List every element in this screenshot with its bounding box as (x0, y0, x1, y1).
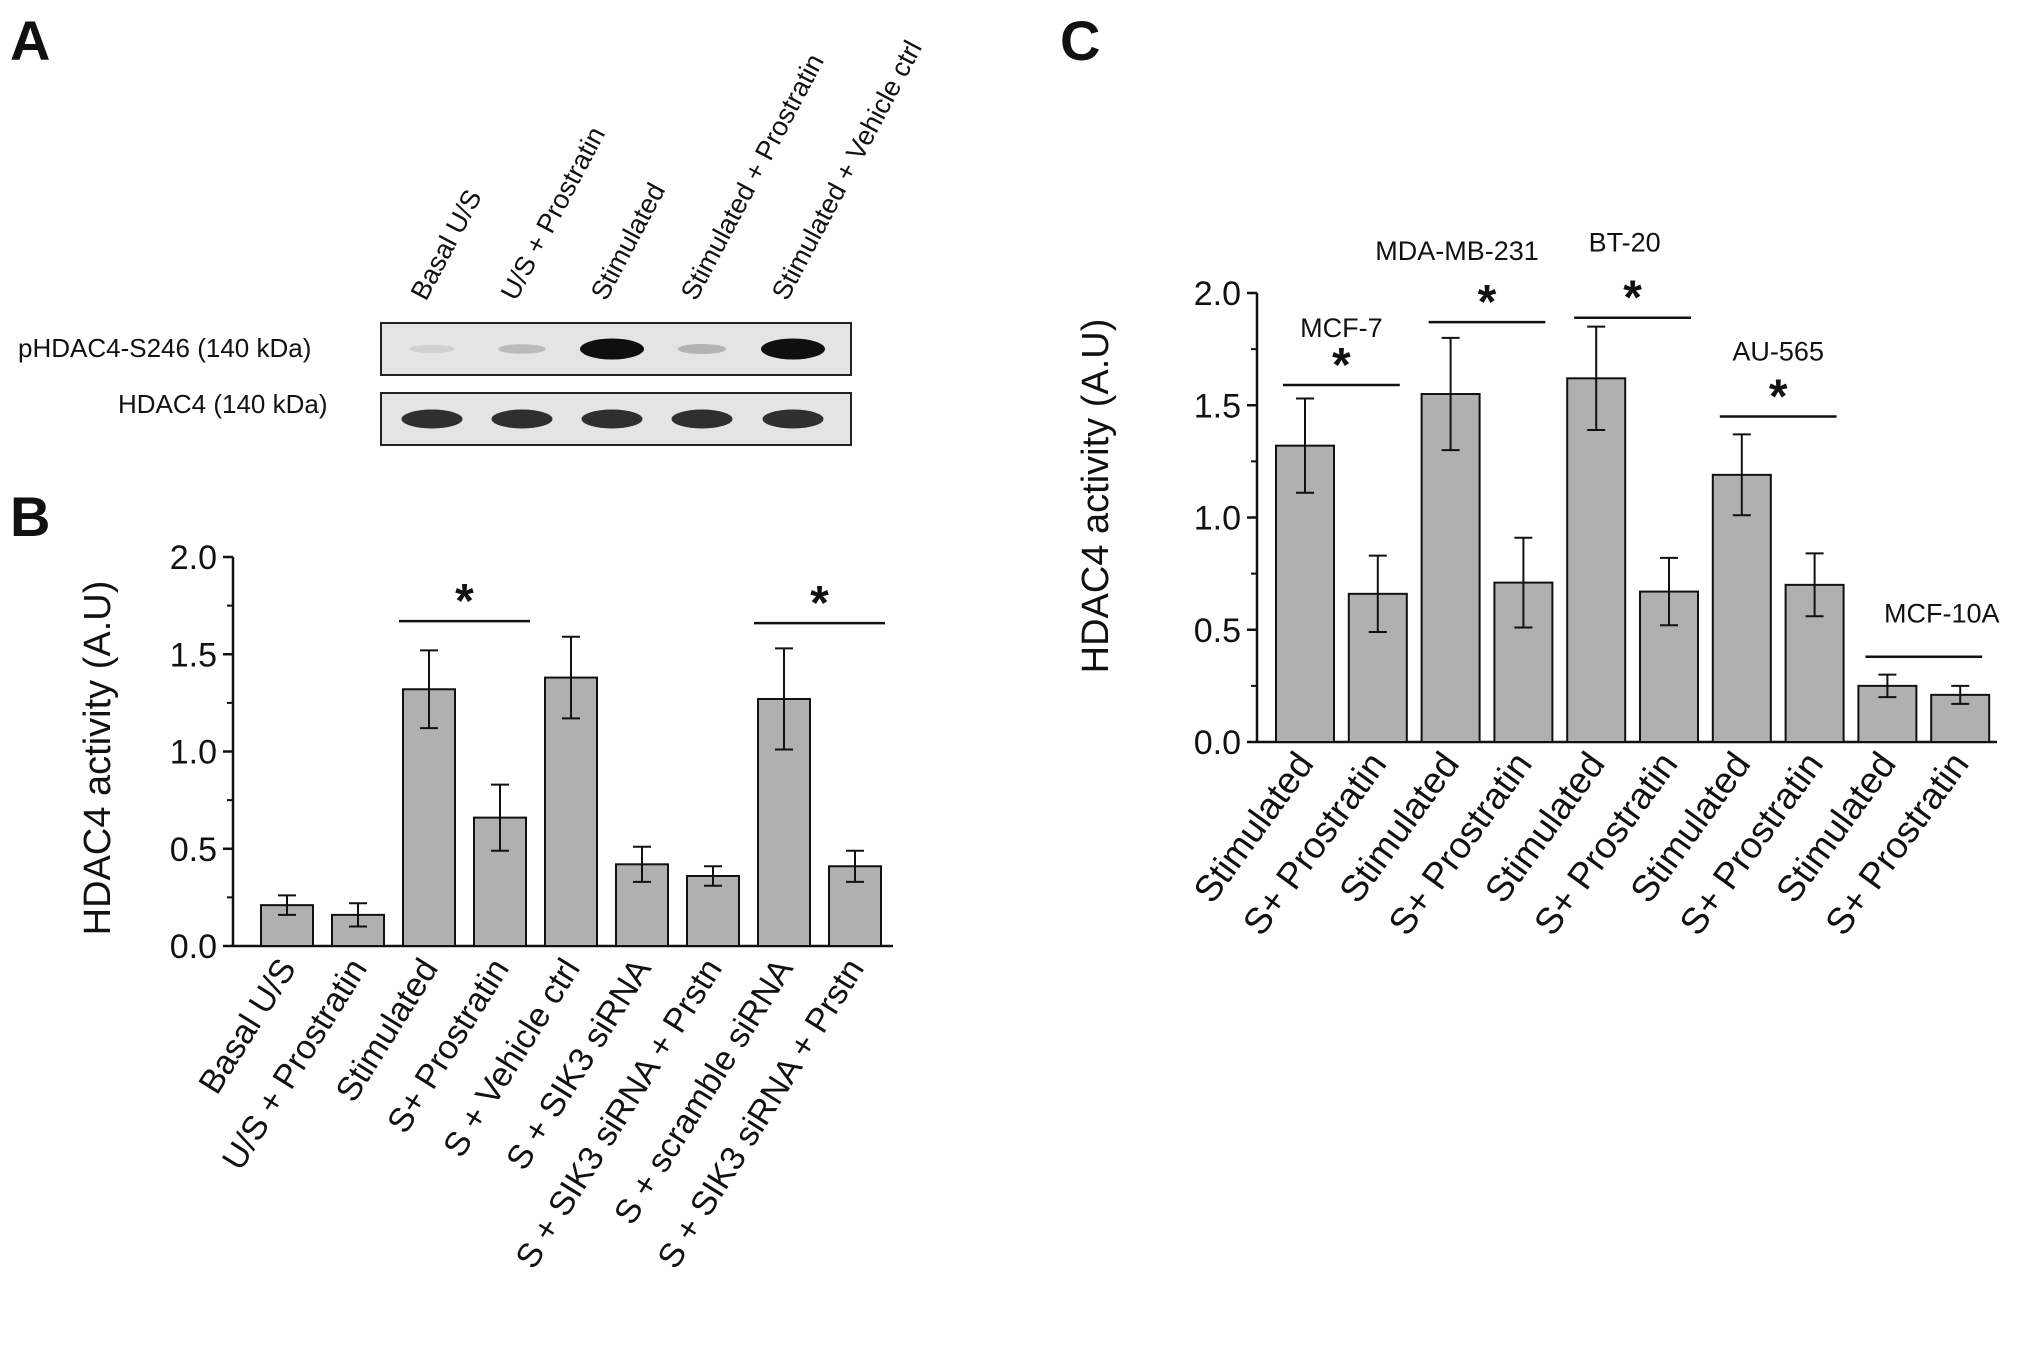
significance-star: * (1332, 339, 1351, 392)
significance-star: * (1478, 276, 1497, 329)
bar (1566, 377, 1627, 743)
y-tick-label: 1.0 (170, 734, 217, 772)
panel-letter-a: A (10, 9, 50, 72)
significance-star: * (455, 575, 474, 628)
bar (1420, 393, 1481, 743)
bar (402, 688, 456, 947)
blot-band (580, 338, 644, 360)
cell-line-label: MCF-10A (1884, 599, 2000, 629)
y-tick-label: 0.5 (170, 831, 217, 869)
blot-band (401, 409, 463, 429)
blot-band (491, 409, 553, 429)
y-tick-label: 0.0 (170, 928, 217, 966)
panel-letter-b: B (10, 485, 50, 548)
y-axis-title-b: HDAC4 activity (A.U) (77, 581, 119, 936)
cell-line-label: BT-20 (1589, 228, 1661, 258)
blot-band (498, 344, 546, 354)
chart-panel-b: HDAC4 activity (A.U) 0.00.51.01.52.0Basa… (77, 539, 893, 1275)
bar (1711, 473, 1772, 743)
blot-label-phdac4: pHDAC4-S246 (140 kDa) (18, 333, 311, 363)
significance-star: * (1623, 272, 1642, 325)
y-tick-label: 0.5 (1194, 612, 1241, 650)
significance-star: * (810, 577, 829, 630)
y-tick-label: 2.0 (170, 539, 217, 577)
blot-label-hdac4: HDAC4 (140 kDa) (118, 389, 328, 419)
lane-label: Stimulated (585, 178, 671, 305)
blot-band (409, 344, 455, 354)
panel-letter-c: C (1060, 9, 1100, 72)
y-tick-label: 0.0 (1194, 724, 1241, 762)
blot-band (761, 338, 825, 360)
cell-line-label: AU-565 (1732, 336, 1824, 366)
bar (544, 676, 598, 948)
blot-band (671, 409, 733, 429)
lane-label: Basal U/S (405, 185, 488, 305)
bar (686, 874, 740, 947)
blot-band (677, 343, 727, 355)
y-tick-label: 1.0 (1194, 500, 1241, 538)
significance-star: * (1769, 370, 1788, 423)
blot-band (581, 409, 643, 429)
cell-line-label: MCF-7 (1300, 313, 1383, 343)
y-tick-label: 1.5 (1194, 387, 1241, 425)
y-axis-title-c: HDAC4 activity (A.U) (1075, 319, 1117, 674)
y-tick-label: 2.0 (1194, 275, 1241, 313)
blot-band (762, 409, 824, 429)
bar (1275, 444, 1335, 743)
y-tick-label: 1.5 (170, 636, 217, 674)
cell-line-label: MDA-MB-231 (1375, 236, 1539, 266)
blot-bands (401, 338, 825, 429)
chart-panel-c: HDAC4 activity (A.U) 0.00.51.01.52.0Stim… (1075, 228, 2000, 943)
